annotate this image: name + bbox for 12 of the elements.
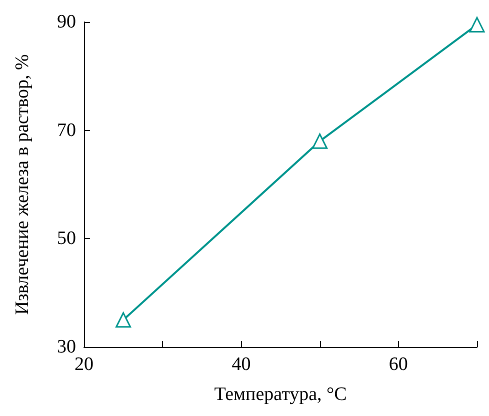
point: [116, 312, 132, 328]
x-tick-label: 20: [74, 354, 94, 375]
y-tick-label: 30: [57, 336, 76, 358]
x-axis-title: Температура, °C: [214, 384, 347, 405]
point: [469, 16, 485, 32]
x-tick-label: 60: [388, 354, 408, 375]
x-tick-label: 40: [232, 354, 251, 375]
y-axis-title: Извлечение железа в раствор, %: [12, 54, 33, 315]
point: [312, 133, 328, 149]
y-tick-label: 90: [57, 12, 76, 32]
y-tick-label: 50: [57, 228, 76, 250]
y-tick-label: 70: [57, 120, 76, 141]
